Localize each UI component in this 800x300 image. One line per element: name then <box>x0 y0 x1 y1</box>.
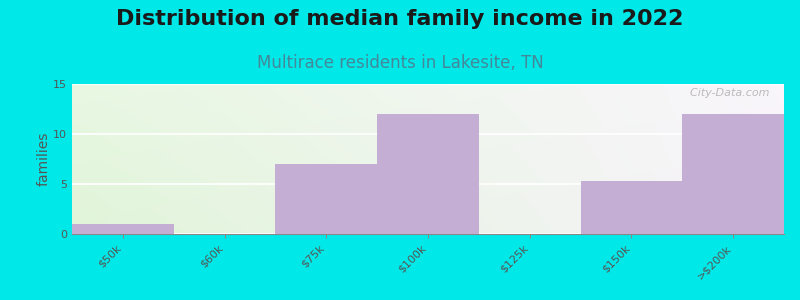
Bar <box>275 164 377 234</box>
Bar <box>72 224 174 234</box>
Bar <box>581 181 682 234</box>
Bar <box>377 114 479 234</box>
Bar <box>682 114 784 234</box>
Y-axis label: families: families <box>36 132 50 186</box>
Text: Distribution of median family income in 2022: Distribution of median family income in … <box>116 9 684 29</box>
Text: City-Data.com: City-Data.com <box>683 88 770 98</box>
Text: Multirace residents in Lakesite, TN: Multirace residents in Lakesite, TN <box>257 54 543 72</box>
